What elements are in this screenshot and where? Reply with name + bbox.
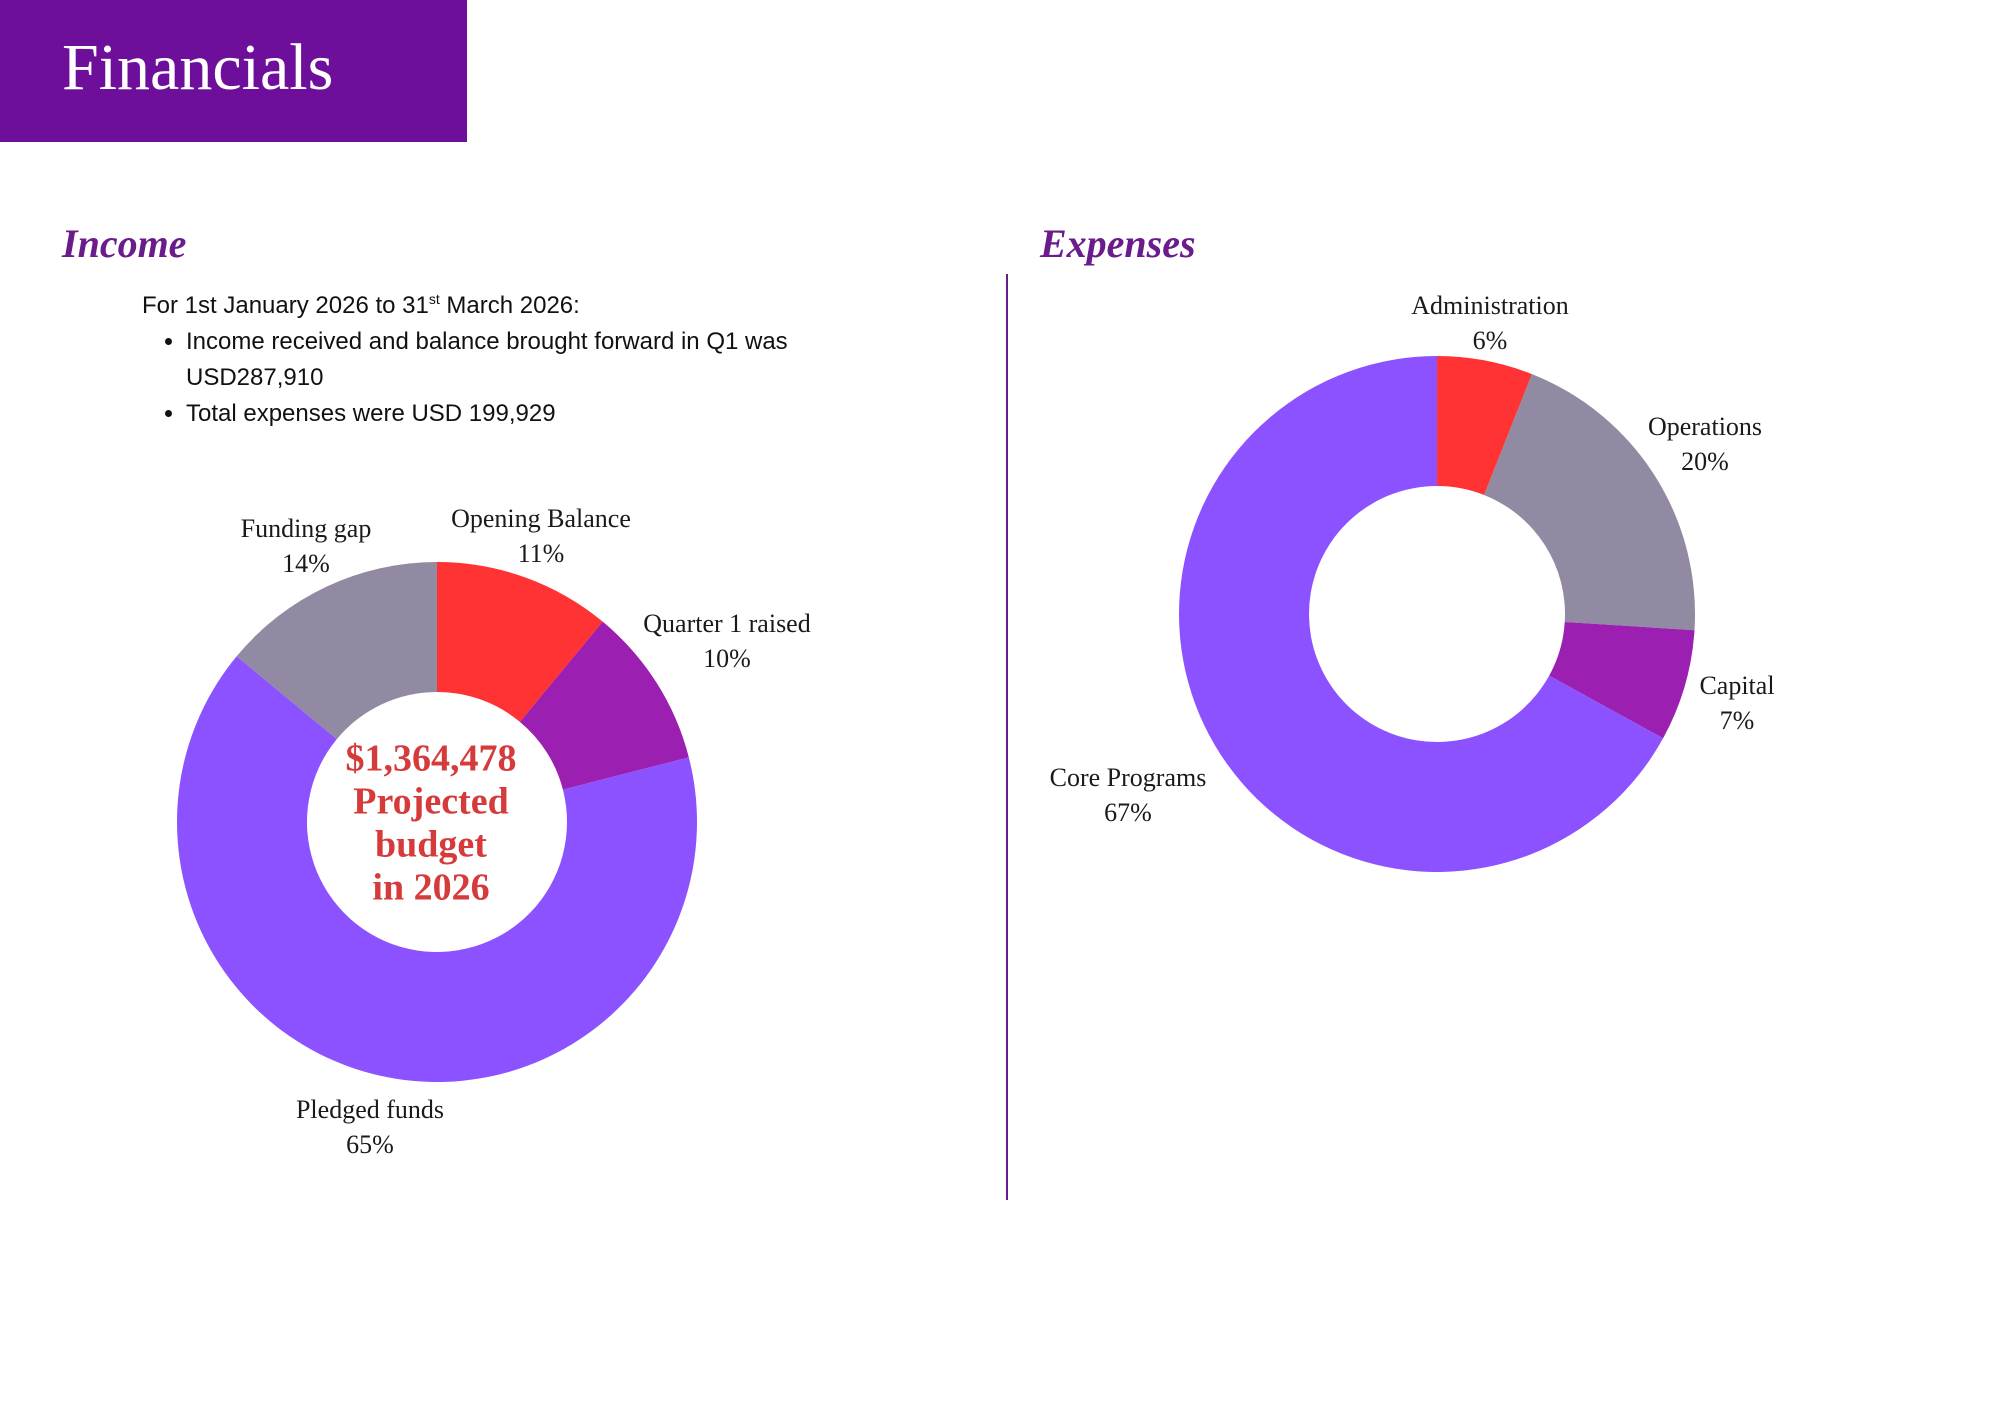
expenses-label-administration: Administration xyxy=(1411,291,1568,320)
expenses-slice-capital xyxy=(1549,622,1695,739)
header-banner: Financials xyxy=(0,0,467,142)
expenses-label-operations: Operations xyxy=(1648,412,1762,441)
section-divider xyxy=(1006,274,1008,1200)
income-slice-pledged-funds xyxy=(176,656,697,1082)
income-center-label-line: Projected xyxy=(353,781,508,823)
income-center-label-line: $1,364,478 xyxy=(346,738,517,780)
income-section-title: Income xyxy=(62,221,187,266)
income-slice-funding-gap xyxy=(236,562,437,740)
income-bullet: Total expenses were USD 199,929 xyxy=(186,396,902,432)
expenses-value-label-core-programs: 67% xyxy=(1104,798,1152,827)
income-period: For 1st January 2026 to 31st March 2026: xyxy=(142,288,902,324)
income-bullet: Income received and balance brought forw… xyxy=(186,324,902,396)
page-title: Financials xyxy=(62,31,334,104)
expenses-label-capital: Capital xyxy=(1699,671,1774,700)
expenses-slice-operations xyxy=(1484,374,1695,631)
expenses-value-label-capital: 7% xyxy=(1720,706,1755,735)
expenses-slice-core-programs xyxy=(1178,356,1664,872)
income-period-prefix: For 1st January 2026 to 31 xyxy=(142,292,429,319)
income-label-opening-balance: Opening Balance xyxy=(451,504,631,533)
income-bullets: Income received and balance brought forw… xyxy=(142,324,902,432)
expenses-slice-administration xyxy=(1437,356,1532,495)
income-slice-quarter-1-raised xyxy=(519,621,689,790)
expenses-section-title: Expenses xyxy=(1040,221,1196,266)
income-slice-opening-balance xyxy=(437,562,603,722)
income-center-label-line: budget xyxy=(375,824,487,866)
income-period-suffix: March 2026: xyxy=(439,292,580,319)
income-value-label-pledged-funds: 65% xyxy=(346,1130,394,1159)
income-label-pledged-funds: Pledged funds xyxy=(296,1095,444,1124)
income-value-label-funding-gap: 14% xyxy=(282,549,330,578)
income-period-sup: st xyxy=(428,291,440,307)
income-value-label-opening-balance: 11% xyxy=(518,539,565,568)
income-label-funding-gap: Funding gap xyxy=(241,514,372,543)
expenses-value-label-operations: 20% xyxy=(1681,447,1729,476)
income-label-quarter-1-raised: Quarter 1 raised xyxy=(643,609,810,638)
income-center-label-line: in 2026 xyxy=(372,867,489,909)
income-summary: For 1st January 2026 to 31st March 2026:… xyxy=(142,288,902,432)
income-value-label-quarter-1-raised: 10% xyxy=(703,644,751,673)
expenses-label-core-programs: Core Programs xyxy=(1050,763,1207,792)
expenses-value-label-administration: 6% xyxy=(1473,326,1508,355)
